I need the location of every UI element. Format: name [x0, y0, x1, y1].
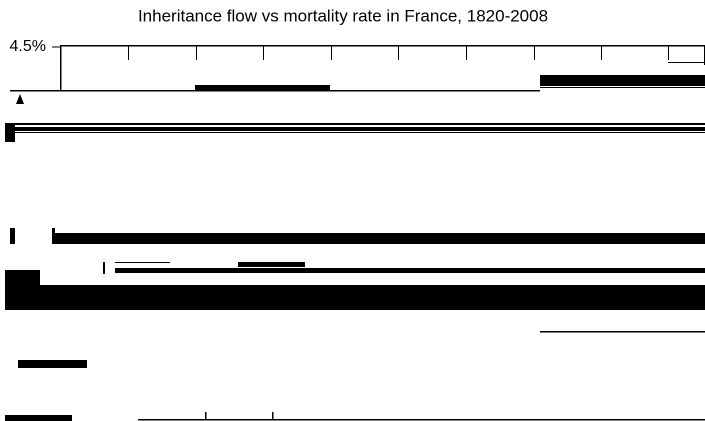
- chart-title: Inheritance flow vs mortality rate in Fr…: [138, 6, 548, 25]
- x-tick-marks: [128, 46, 669, 60]
- y-tick-label: 4.5%: [10, 38, 46, 55]
- glitch-artifacts: [5, 45, 705, 421]
